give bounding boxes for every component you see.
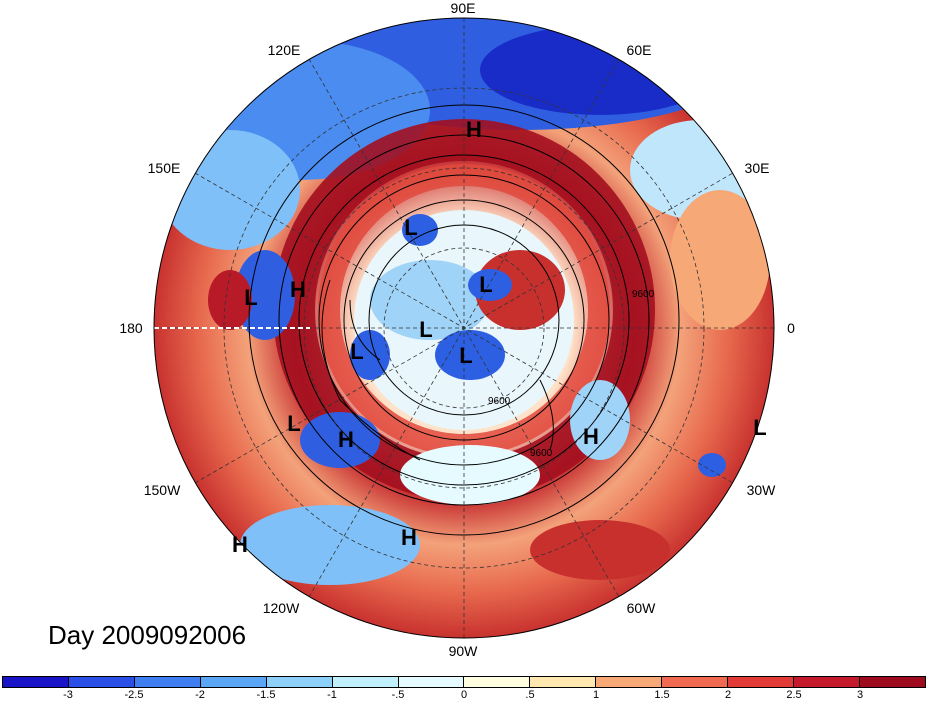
contour-label: 9600 <box>632 289 655 300</box>
lon-label-180: 180 <box>119 320 143 336</box>
pressure-center-low: L <box>479 272 493 297</box>
colorbar-tick-label: -1 <box>327 689 337 701</box>
lon-label-120e: 120E <box>267 42 301 58</box>
lon-label-60w: 60W <box>626 600 656 616</box>
pressure-center-low: L <box>419 317 433 342</box>
pressure-center-high: H <box>401 525 417 550</box>
lon-label-30w: 30W <box>746 482 776 498</box>
pressure-center-low: L <box>287 411 301 436</box>
colorbar-segment <box>530 677 597 687</box>
colorbar-segment <box>728 677 795 687</box>
colorbar-segment <box>662 677 729 687</box>
pressure-center-low: L <box>244 285 258 310</box>
colorbar-tick-label: -3 <box>63 689 73 701</box>
lon-label-150w: 150W <box>143 482 181 498</box>
colorbar-segment <box>398 677 465 687</box>
lon-label-90e: 90E <box>450 0 476 16</box>
colorbar-segment <box>3 677 69 687</box>
contour-label: 9600 <box>488 396 511 407</box>
colorbar-tick-label: -2.5 <box>124 689 144 701</box>
colorbar-segment <box>266 677 333 687</box>
pressure-center-low: L <box>753 415 767 440</box>
colorbar-segment <box>200 677 267 687</box>
colorbar-segment <box>596 677 663 687</box>
lon-label-60e: 60E <box>626 42 652 58</box>
colorbar-segment <box>464 677 531 687</box>
colorbar-segment <box>332 677 399 687</box>
colorbar-tick-label: 1 <box>592 689 600 701</box>
colorbar-segment <box>859 677 925 687</box>
lon-label-30e: 30E <box>744 160 770 176</box>
colorbar-segment <box>794 677 860 687</box>
lon-label-90w: 90W <box>448 643 478 659</box>
colorbar-tick-label: 0 <box>460 689 468 701</box>
colorbar-tick-label: 1.5 <box>654 689 670 701</box>
colorbar-tick-label: 2 <box>724 689 732 701</box>
pressure-center-high: H <box>232 532 248 557</box>
colorbar-tick-label: -2 <box>195 689 205 701</box>
colorbar-tick-label: -.5 <box>391 689 405 701</box>
pressure-center-high: H <box>290 277 306 302</box>
pressure-center-high: H <box>583 424 599 449</box>
colorbar <box>2 676 926 688</box>
contour-label: 9600 <box>530 448 553 459</box>
lon-label-120w: 120W <box>262 600 300 616</box>
pressure-center-low: L <box>459 343 473 368</box>
colorbar-segment <box>68 677 135 687</box>
pressure-center-high: H <box>466 117 482 142</box>
colorbar-segment <box>134 677 201 687</box>
colorbar-tick-label: -1.5 <box>256 689 276 701</box>
lon-label-0: 0 <box>787 320 795 336</box>
pressure-center-high: H <box>338 427 354 452</box>
colorbar-tick-label: .5 <box>525 689 535 701</box>
graticule <box>154 18 774 638</box>
pressure-center-low: L <box>404 215 418 240</box>
lon-label-150e: 150E <box>147 160 181 176</box>
colorbar-tick-label: 2.5 <box>786 689 802 701</box>
date-title: Day 2009092006 <box>48 620 247 650</box>
colorbar-tick-label: 3 <box>856 689 864 701</box>
pressure-center-low: L <box>350 339 364 364</box>
